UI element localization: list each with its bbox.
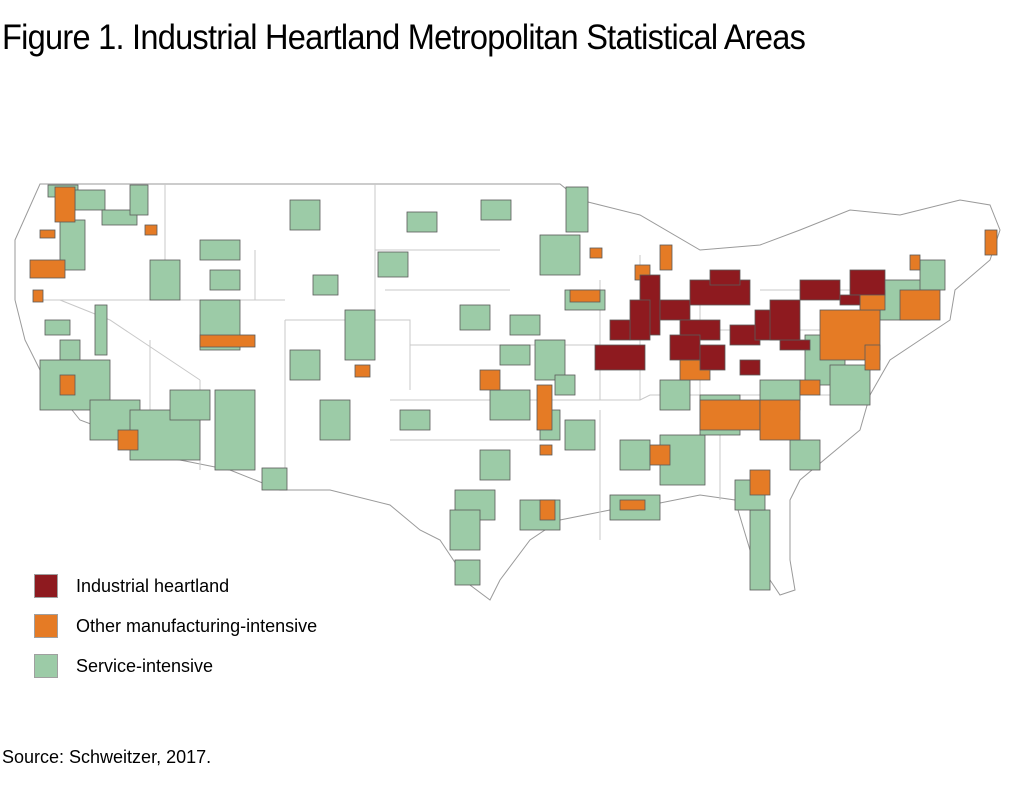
- legend-label: Industrial heartland: [76, 575, 230, 596]
- figure-title: Figure 1. Industrial Heartland Metropoli…: [2, 18, 806, 57]
- us-msa-map: [14, 183, 1001, 601]
- source-note: Source: Schweitzer, 2017.: [2, 747, 212, 767]
- industrial-heartland-msas: [594, 269, 886, 376]
- legend-label: Other manufacturing-intensive: [76, 615, 318, 636]
- industrial-heartland-swatch: [34, 574, 58, 598]
- legend-item-industrial-heartland: Industrial heartland: [34, 566, 317, 606]
- legend-label: Service-intensive: [76, 655, 214, 676]
- map-legend: Industrial heartland Other manufacturing…: [34, 566, 317, 686]
- legend-item-service-intensive: Service-intensive: [34, 646, 317, 686]
- legend-item-other-manufacturing: Other manufacturing-intensive: [34, 606, 317, 646]
- other-manufacturing-swatch: [34, 614, 58, 638]
- other-manufacturing-msas: [29, 186, 998, 521]
- service-intensive-swatch: [34, 654, 58, 678]
